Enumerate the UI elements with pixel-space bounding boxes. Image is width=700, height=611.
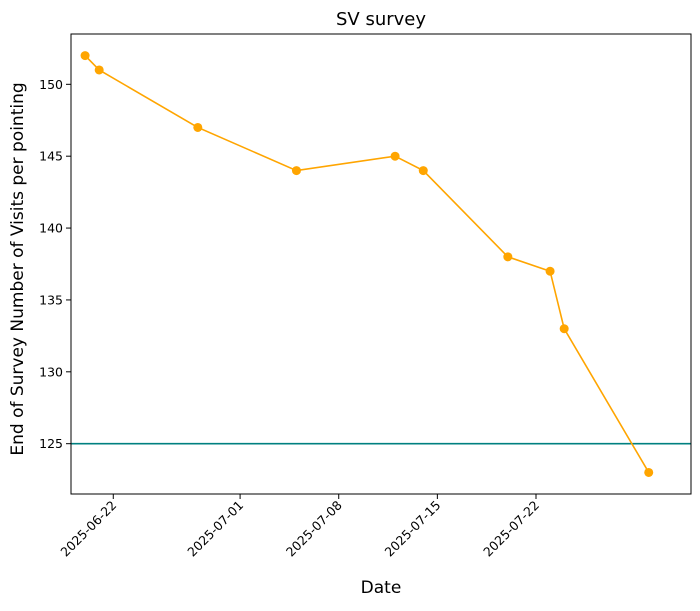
x-tick-label: 2025-07-22 <box>480 498 542 560</box>
x-tick-label: 2025-07-15 <box>382 498 444 560</box>
y-tick-label: 125 <box>39 436 63 451</box>
x-tick-label: 2025-06-22 <box>57 498 119 560</box>
y-tick-label: 135 <box>39 292 63 307</box>
data-point <box>193 122 203 132</box>
y-tick-label: 145 <box>39 149 63 164</box>
data-point <box>418 166 428 176</box>
data-point <box>291 166 301 176</box>
y-tick-label: 150 <box>39 77 63 92</box>
y-tick-label: 130 <box>39 364 63 379</box>
plot-frame <box>70 33 692 495</box>
x-tick-label: 2025-07-01 <box>184 498 246 560</box>
data-point <box>503 252 513 262</box>
series-line <box>84 55 650 473</box>
x-axis-label: Date <box>361 578 402 598</box>
data-point <box>94 65 104 75</box>
data-point <box>644 467 654 477</box>
plot-area: 125 130 135 140 145 150 2025-06-22 2025-07-01 20… <box>39 33 692 560</box>
data-point <box>80 51 90 61</box>
data-point <box>390 151 400 161</box>
data-point <box>545 266 555 276</box>
data-point <box>559 324 569 334</box>
chart-title: SV survey <box>336 9 426 30</box>
y-tick-label: 140 <box>39 221 63 236</box>
y-axis-label: End of Survey Number of Visits per point… <box>8 82 28 455</box>
x-tick-label: 2025-07-08 <box>283 497 345 559</box>
